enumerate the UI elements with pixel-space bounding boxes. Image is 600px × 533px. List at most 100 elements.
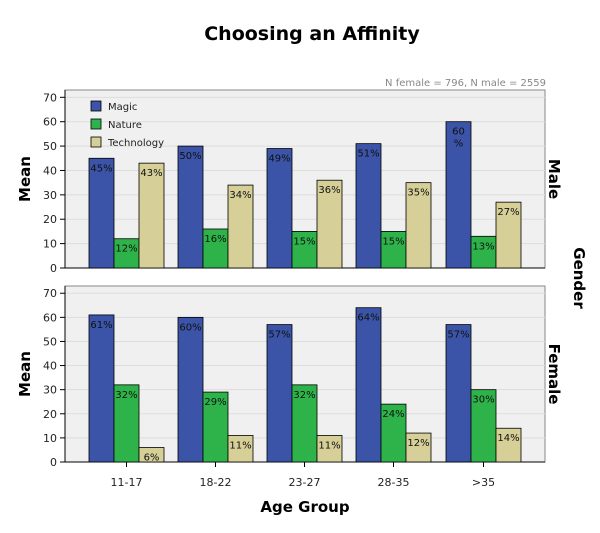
x-axis-title: Age Group <box>260 498 349 516</box>
bar-data-label: 15% <box>382 236 404 247</box>
y-tick-label: 20 <box>43 408 57 421</box>
y-tick-label: 30 <box>43 384 57 397</box>
bar-data-label: 16% <box>204 234 226 245</box>
bar-data-label: 29% <box>204 397 226 408</box>
y-tick-label: 30 <box>43 189 57 202</box>
y-tick-label: 50 <box>43 335 57 348</box>
bar-data-label: 13% <box>472 241 494 252</box>
y-tick-label: 60 <box>43 311 57 324</box>
bar-female-magic <box>177 316 204 463</box>
bar-male-magic <box>266 148 293 269</box>
x-tick-label: 18-22 <box>200 476 232 489</box>
y-tick-label: 40 <box>43 164 57 177</box>
y-tick-label: 0 <box>50 262 57 275</box>
bar-data-label: 57% <box>268 330 290 341</box>
y-tick-label: 50 <box>43 140 57 153</box>
bar-male-magic <box>355 143 382 269</box>
x-tick-label: 11-17 <box>111 476 143 489</box>
y-tick-label: 10 <box>43 432 57 445</box>
y-tick-label: 20 <box>43 213 57 226</box>
bar-female-technology <box>495 427 522 463</box>
bar-male-technology <box>495 201 522 269</box>
bar-male-technology <box>227 184 254 269</box>
bar-female-technology <box>138 447 165 463</box>
y-axis-title: Mean <box>16 351 34 397</box>
bar-data-label: 30% <box>472 395 494 406</box>
panels: 0 10 20 30 40 50 60 70 Mean Male 45% 50% 49% 51% 60% 12… <box>16 89 563 469</box>
bar-male-nature <box>113 238 140 269</box>
bar-male-magic <box>177 145 204 269</box>
sample-size-note: N female = 796, N male = 2559 <box>385 78 546 89</box>
y-tick-label: 60 <box>43 116 57 129</box>
bar-data-label: 35% <box>407 188 429 199</box>
bar-data-label: 27% <box>497 207 519 218</box>
legend-label-nature: Nature <box>108 120 142 131</box>
bar-data-label: 32% <box>115 390 137 401</box>
bar-data-label: 14% <box>497 433 519 444</box>
bar-data-label: 6% <box>144 453 160 464</box>
bar-male-technology <box>138 162 165 269</box>
chart-title: Choosing an Affinity <box>204 23 420 45</box>
bar-male-technology <box>316 179 343 269</box>
bar-data-label: 32% <box>293 390 315 401</box>
bar-data-label: 12% <box>407 438 429 449</box>
bar-data-label: 43% <box>140 168 162 179</box>
y-tick-label: 40 <box>43 360 57 373</box>
bar-data-label: 64% <box>357 313 379 324</box>
panel-male: 0 10 20 30 40 50 60 70 Mean Male 45% 50% 49% 51% 60% 12… <box>16 89 563 275</box>
bar-female-technology <box>227 435 254 463</box>
legend: Magic Nature Technology <box>90 100 164 149</box>
y-axis-title: Mean <box>16 156 34 202</box>
panel-label-male: Male <box>545 159 563 199</box>
bar-data-label: 60% <box>179 322 201 333</box>
bar-female-magic <box>88 314 115 463</box>
x-tick-label: 28-35 <box>378 476 410 489</box>
bar-male-magic <box>88 157 115 269</box>
y-tick-label: 70 <box>43 287 57 300</box>
bar-data-label: 34% <box>229 190 251 201</box>
bar-data-label: 15% <box>293 236 315 247</box>
bar-data-label: 50% <box>179 151 201 162</box>
bar-male-magic <box>445 121 472 269</box>
y-tick-label: 70 <box>43 91 57 104</box>
bar-female-magic <box>355 307 382 463</box>
bar-female-magic <box>266 324 293 463</box>
bar-data-label: 60 <box>452 127 465 138</box>
y-tick-label: 10 <box>43 238 57 251</box>
bar-data-label-unit: % <box>454 139 464 150</box>
panel-female: 0 10 20 30 40 50 60 70 Mean Female 61% 60% 57% 64% 57%… <box>16 285 563 469</box>
bar-female-nature <box>291 384 318 463</box>
bar-male-nature <box>470 235 497 269</box>
bar-data-label: 51% <box>357 149 379 160</box>
legend-label-magic: Magic <box>108 102 137 113</box>
bar-female-nature <box>202 391 229 463</box>
x-tick-label: >35 <box>472 476 495 489</box>
bar-female-magic <box>445 324 472 463</box>
legend-swatch-magic <box>90 100 102 112</box>
bar-data-label: 24% <box>382 409 404 420</box>
bar-male-nature <box>291 231 318 269</box>
x-tick-label: 23-27 <box>289 476 321 489</box>
bar-data-label: 36% <box>318 185 340 196</box>
bar-data-label: 49% <box>268 154 290 165</box>
bar-data-label: 57% <box>447 330 469 341</box>
bar-female-technology <box>316 435 343 463</box>
legend-label-technology: Technology <box>107 138 164 149</box>
bar-data-label: 11% <box>229 440 251 451</box>
bar-female-nature <box>113 384 140 463</box>
bar-data-label: 12% <box>115 244 137 255</box>
bar-data-label: 11% <box>318 440 340 451</box>
bar-data-label: 45% <box>90 163 112 174</box>
facet-title: Gender <box>570 247 588 309</box>
bar-male-technology <box>405 182 432 269</box>
bar-female-nature <box>380 403 407 463</box>
bar-female-technology <box>405 432 432 463</box>
bar-male-nature <box>202 228 229 269</box>
panel-label-female: Female <box>545 344 563 405</box>
y-tick-label: 0 <box>50 456 57 469</box>
bar-data-label: 61% <box>90 320 112 331</box>
legend-swatch-technology <box>90 136 102 148</box>
x-tick-labels: 11-17 18-22 23-27 28-35 >35 <box>111 462 495 489</box>
legend-swatch-nature <box>90 118 102 130</box>
